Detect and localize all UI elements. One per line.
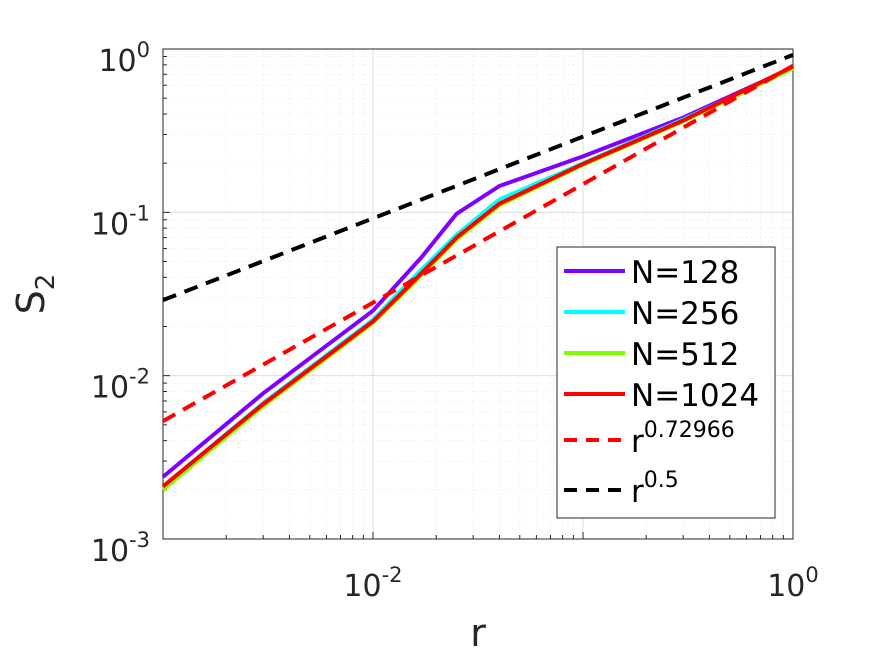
y-tick-label: 100 [98,38,150,79]
legend-label: N=256 [631,296,739,332]
axes-box [162,48,794,540]
legend-label: N=1024 [631,378,759,414]
x-tick-label: 10-2 [343,563,402,604]
series-line-r-0-72966 [162,63,794,423]
y-tick-label: 10-3 [91,528,150,569]
y-axis-label-sub: 2 [31,274,61,291]
y-tick-label: 10-2 [91,365,150,406]
legend-box [556,246,776,519]
legend-label: N=128 [631,255,739,291]
x-axis-label: r [470,611,486,655]
y-tick-label: 10-1 [91,201,150,242]
series-line-n-128 [161,65,794,479]
axis-ticks: 10-2 100 10-3 10-2 10-1 100 [91,38,819,604]
y-axis-label: S2 [9,274,61,315]
series-line-n-1024 [161,64,794,488]
legend-label: r0.5 [631,468,679,510]
series-lines [161,53,794,492]
x-tick-label: 100 [767,563,819,604]
legend-label: r0.72966 [631,418,735,460]
y-axis-label-base: S [9,290,53,314]
legend: N=128 N=256 N=512 N=1024 r0.72966 r0.5 [556,246,776,519]
series-line-r-0-5 [162,53,794,302]
legend-label: N=512 [631,337,739,373]
